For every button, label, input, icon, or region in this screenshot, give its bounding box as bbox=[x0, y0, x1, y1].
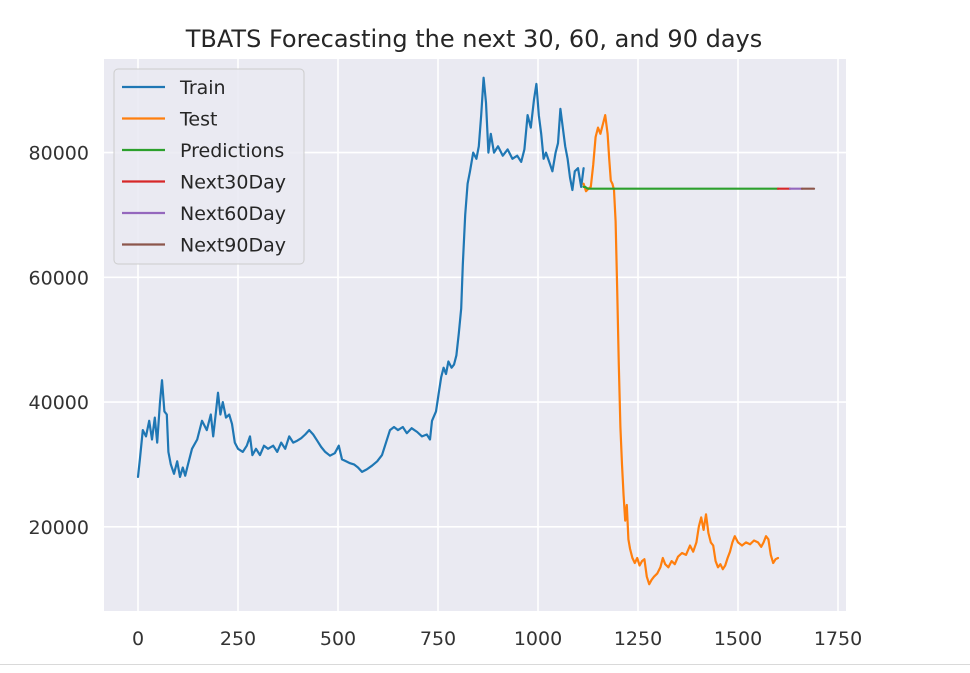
bottom-separator bbox=[0, 664, 970, 665]
x-tick-label: 750 bbox=[420, 628, 456, 650]
series-line-predictions bbox=[582, 185, 780, 190]
y-tick-label: 80000 bbox=[29, 143, 89, 165]
chart-title: TBATS Forecasting the next 30, 60, and 9… bbox=[185, 25, 763, 53]
legend-label: Next90Day bbox=[180, 235, 286, 257]
x-tick-label: 1500 bbox=[714, 628, 762, 650]
y-tick-label: 20000 bbox=[29, 517, 89, 539]
legend-label: Next60Day bbox=[180, 203, 286, 225]
x-tick-label: 1000 bbox=[514, 628, 562, 650]
legend-label: Test bbox=[179, 109, 217, 131]
series-layer bbox=[136, 76, 816, 586]
series-line-train bbox=[136, 76, 585, 478]
x-tick-label: 500 bbox=[320, 628, 356, 650]
y-tick-label: 60000 bbox=[29, 267, 89, 289]
legend-label: Train bbox=[179, 77, 226, 99]
legend-label: Predictions bbox=[180, 140, 284, 162]
legend-label: Next30Day bbox=[180, 172, 286, 194]
x-tick-label: 1250 bbox=[614, 628, 662, 650]
tick-labels: 0 250 500 750 1000 1250 1500 1750 20000 40000 6000… bbox=[29, 143, 863, 650]
x-tick-label: 0 bbox=[132, 628, 144, 650]
series-line-test bbox=[582, 114, 780, 586]
x-tick-label: 1750 bbox=[814, 628, 862, 650]
x-tick-label: 250 bbox=[220, 628, 256, 650]
y-tick-label: 40000 bbox=[29, 392, 89, 414]
legend: Train Test Predictions Next30Day Next60Day Ne… bbox=[113, 68, 305, 265]
